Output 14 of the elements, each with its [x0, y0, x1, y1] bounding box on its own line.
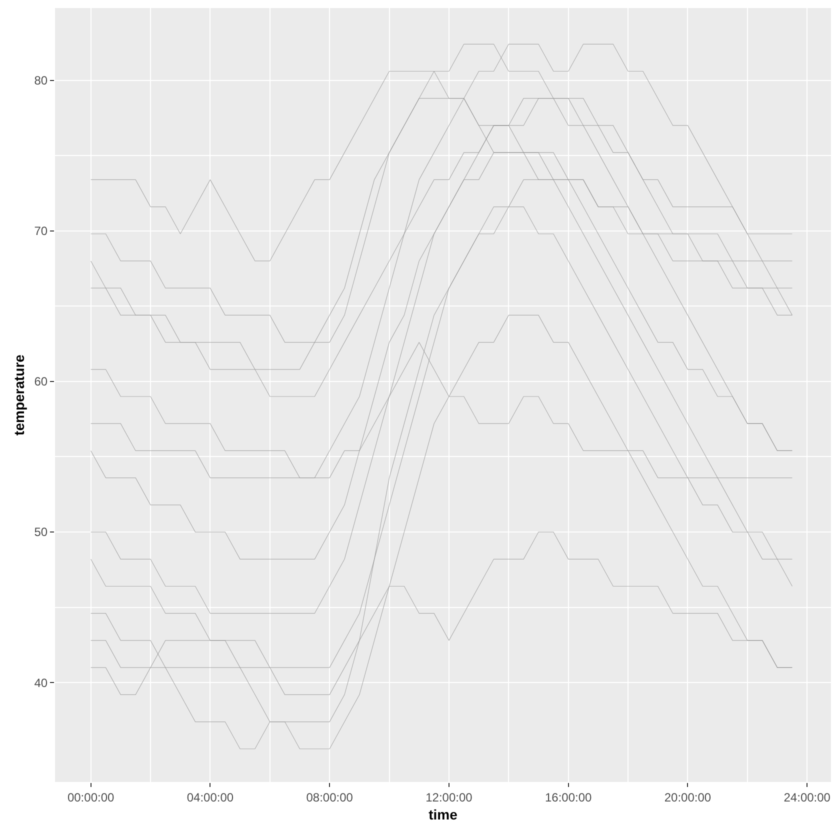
y-tick-label: 60	[34, 374, 48, 389]
x-tick-label: 20:00:00	[664, 790, 712, 804]
x-tick-label: 08:00:00	[306, 790, 354, 804]
y-tick-label: 80	[34, 73, 48, 88]
x-tick-label: 24:00:00	[784, 790, 831, 804]
x-axis-title: time	[428, 806, 458, 823]
y-tick-label: 70	[34, 224, 48, 238]
y-axis-title: temperature	[10, 354, 27, 436]
x-tick-label: 16:00:00	[544, 790, 592, 804]
y-tick-label: 50	[34, 525, 48, 540]
x-tick-label: 04:00:00	[186, 790, 234, 804]
x-tick-label: 12:00:00	[426, 790, 473, 804]
x-tick-label: 00:00:00	[67, 790, 114, 804]
y-tick-label: 40	[34, 676, 48, 690]
